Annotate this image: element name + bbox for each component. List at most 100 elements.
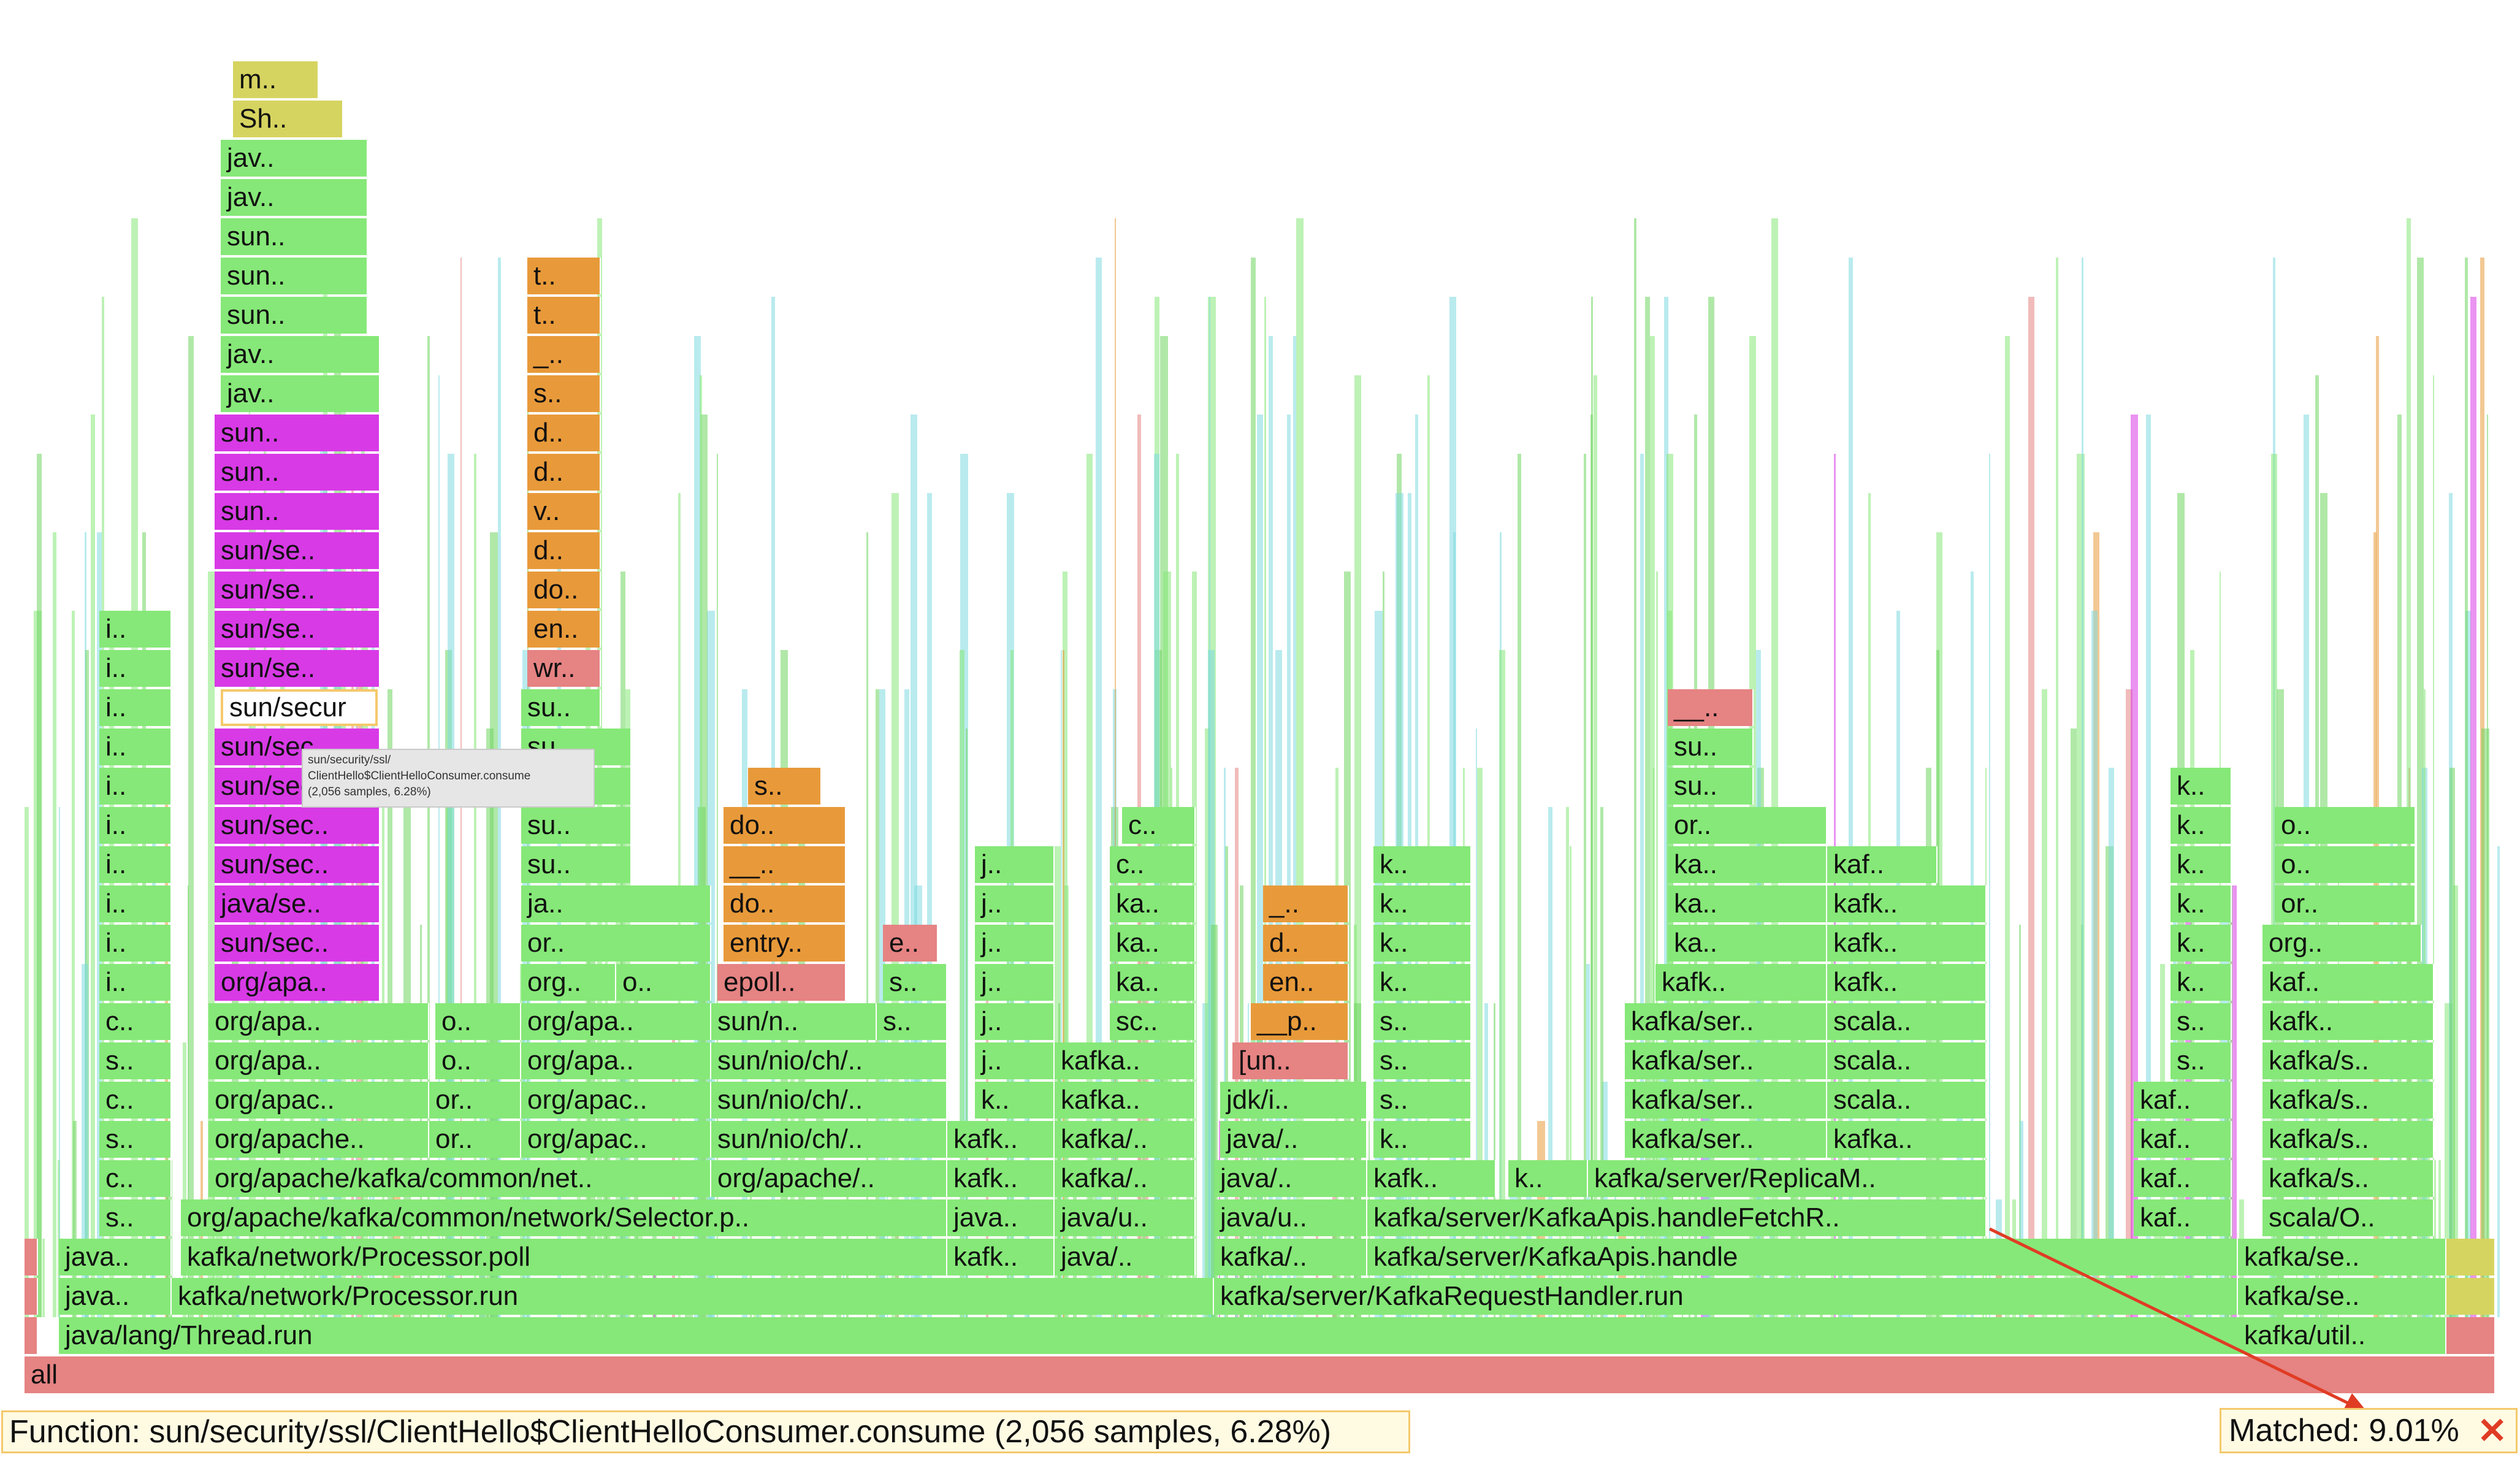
flame-frame[interactable]: wr..: [527, 650, 601, 687]
flame-frame[interactable]: java/..: [1214, 1160, 1367, 1197]
flame-frame[interactable]: sun/sec..: [215, 925, 380, 962]
flame-frame[interactable]: o..: [435, 1042, 521, 1079]
flame-frame[interactable]: j..: [975, 964, 1055, 1001]
flame-frame[interactable]: c..: [99, 1082, 172, 1119]
flame-frame[interactable]: k..: [1373, 1121, 1472, 1158]
flame-frame[interactable]: Sh..: [233, 101, 343, 137]
flame-frame[interactable]: epoll..: [717, 964, 846, 1001]
flame-frame[interactable]: kafka/..: [1214, 1239, 1367, 1275]
flame-frame[interactable]: org..: [521, 964, 616, 1001]
flame-frame[interactable]: entry..: [724, 925, 846, 962]
flame-frame[interactable]: kafk..: [1827, 964, 1987, 1001]
flame-frame[interactable]: do..: [724, 807, 846, 844]
flame-frame[interactable]: s..: [1373, 1003, 1472, 1040]
flame-frame[interactable]: o..: [2275, 807, 2416, 844]
flame-frame[interactable]: kafka/ser..: [1625, 1121, 1827, 1158]
flame-frame[interactable]: java/lang/Thread.run: [59, 1317, 2244, 1354]
flame-frame[interactable]: org..: [2262, 925, 2422, 962]
flame-frame[interactable]: org/apa..: [208, 1042, 429, 1079]
flame-frame[interactable]: kafk..: [1827, 885, 1987, 922]
flame-frame[interactable]: _..: [527, 336, 601, 373]
flame-frame[interactable]: sun..: [215, 415, 380, 451]
flame-frame[interactable]: su..: [521, 689, 601, 726]
flame-frame[interactable]: __..: [1668, 689, 1754, 726]
flame-frame[interactable]: org/apa..: [521, 1003, 711, 1040]
flame-frame[interactable]: kaf..: [2262, 964, 2434, 1001]
flame-frame[interactable]: en..: [1263, 964, 1349, 1001]
flame-frame[interactable]: s..: [99, 1042, 172, 1079]
flame-frame[interactable]: org/apache/kafka/common/net..: [208, 1160, 711, 1197]
flame-frame[interactable]: j..: [975, 885, 1055, 922]
flame-frame[interactable]: kafka/server/ReplicaM..: [1588, 1160, 1987, 1197]
flame-frame[interactable]: sc..: [1110, 1003, 1196, 1040]
flame-frame[interactable]: kafka/network/Processor.run: [172, 1278, 1214, 1315]
flame-frame[interactable]: s..: [877, 1003, 947, 1040]
flame-frame[interactable]: en..: [527, 611, 601, 648]
flame-frame[interactable]: o..: [616, 964, 711, 1001]
flame-frame[interactable]: [25, 1317, 38, 1354]
flame-frame[interactable]: all: [25, 1356, 2495, 1393]
flame-frame[interactable]: org/apac..: [521, 1121, 711, 1158]
flame-frame[interactable]: or..: [1668, 807, 1827, 844]
flame-frame[interactable]: ka..: [1110, 885, 1196, 922]
flame-frame[interactable]: t..: [527, 297, 601, 334]
flame-frame[interactable]: jav..: [221, 336, 380, 373]
flame-frame[interactable]: or..: [429, 1082, 521, 1119]
flame-frame[interactable]: ka..: [1110, 964, 1196, 1001]
flame-frame[interactable]: kafk..: [947, 1121, 1055, 1158]
flame-frame[interactable]: k..: [2171, 885, 2232, 922]
flame-frame[interactable]: kafka/network/Processor.poll: [181, 1239, 947, 1275]
flame-frame[interactable]: k..: [2171, 925, 2232, 962]
flame-frame[interactable]: k..: [1508, 1160, 1588, 1197]
flame-frame[interactable]: sun..: [215, 493, 380, 530]
flame-frame[interactable]: __p..: [1251, 1003, 1349, 1040]
flame-frame[interactable]: kaf..: [2134, 1199, 2232, 1236]
flame-frame[interactable]: d..: [527, 415, 601, 451]
flame-frame[interactable]: kafka..: [1055, 1042, 1196, 1079]
flame-frame[interactable]: java/u..: [1214, 1199, 1367, 1236]
flame-frame[interactable]: kafk..: [947, 1160, 1055, 1197]
flame-frame[interactable]: kaf..: [2134, 1160, 2232, 1197]
flame-frame[interactable]: org/apa..: [215, 964, 380, 1001]
flame-frame[interactable]: _..: [1263, 885, 1349, 922]
flame-frame[interactable]: s..: [2171, 1042, 2232, 1079]
flame-frame[interactable]: d..: [527, 454, 601, 491]
flame-frame[interactable]: i..: [99, 768, 172, 805]
flame-frame[interactable]: __..: [724, 846, 846, 883]
flame-frame[interactable]: o..: [435, 1003, 521, 1040]
flame-frame[interactable]: s..: [2171, 1003, 2232, 1040]
flame-frame[interactable]: sun/se..: [215, 611, 380, 648]
flame-frame[interactable]: sun/sec..: [215, 846, 380, 883]
flame-frame[interactable]: k..: [1373, 885, 1472, 922]
flame-frame[interactable]: java..: [59, 1239, 172, 1275]
flame-frame[interactable]: sun..: [215, 454, 380, 491]
flame-frame[interactable]: ja..: [521, 885, 711, 922]
flame-frame[interactable]: s..: [883, 964, 947, 1001]
flame-frame[interactable]: k..: [1373, 846, 1472, 883]
flame-frame[interactable]: java/u..: [1055, 1199, 1196, 1236]
flame-frame[interactable]: k..: [1373, 925, 1472, 962]
flame-frame[interactable]: sun/nio/ch/..: [711, 1082, 947, 1119]
flame-frame[interactable]: t..: [527, 258, 601, 294]
flame-frame[interactable]: i..: [99, 846, 172, 883]
flame-frame[interactable]: kafka/s..: [2262, 1042, 2434, 1079]
flame-frame[interactable]: or..: [521, 925, 711, 962]
flame-frame[interactable]: java..: [947, 1199, 1055, 1236]
flame-frame[interactable]: kafka/ser..: [1625, 1082, 1827, 1119]
flame-frame[interactable]: su..: [1668, 768, 1754, 805]
flame-frame[interactable]: kafka/s..: [2262, 1121, 2434, 1158]
flame-frame[interactable]: kafk..: [1367, 1160, 1496, 1197]
flame-frame[interactable]: [25, 1239, 38, 1275]
flame-frame[interactable]: [25, 1278, 38, 1315]
flame-frame[interactable]: ka..: [1668, 885, 1827, 922]
flame-frame[interactable]: java/..: [1220, 1121, 1367, 1158]
flame-frame[interactable]: do..: [724, 885, 846, 922]
flame-frame[interactable]: org/apache..: [208, 1121, 429, 1158]
flame-frame[interactable]: k..: [2171, 807, 2232, 844]
flame-frame[interactable]: sun/secur: [221, 689, 378, 726]
flame-frame[interactable]: jav..: [221, 179, 368, 216]
flame-frame[interactable]: kafka/util..: [2238, 1317, 2446, 1354]
flame-frame[interactable]: o..: [2275, 846, 2416, 883]
flame-frame[interactable]: ka..: [1110, 925, 1196, 962]
flame-frame[interactable]: kafka..: [1055, 1082, 1196, 1119]
